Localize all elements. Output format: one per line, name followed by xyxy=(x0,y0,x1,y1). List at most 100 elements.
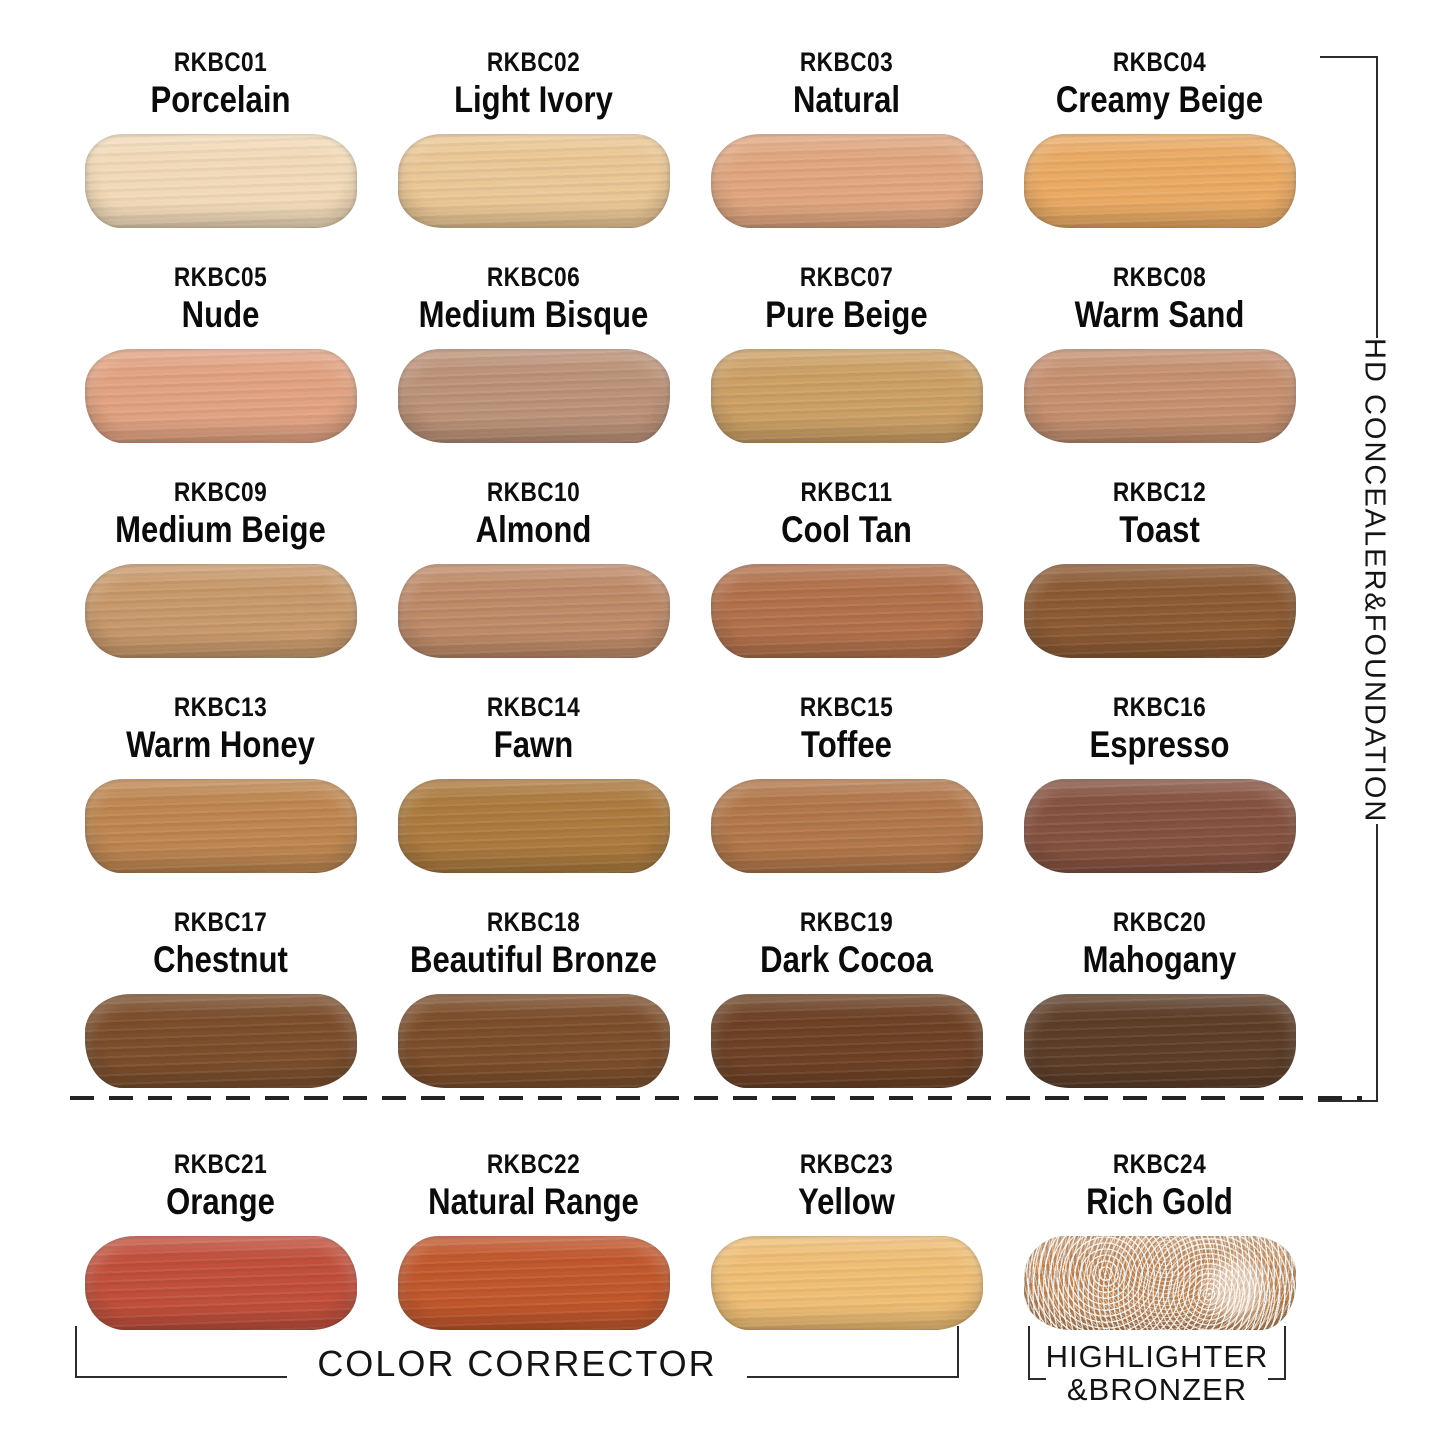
shade-swatch xyxy=(84,994,357,1088)
shade-code: RKBC24 xyxy=(1112,1149,1207,1179)
shade-cell: RKBC07 Pure Beige xyxy=(690,261,1003,476)
shade-cell: RKBC14 Fawn xyxy=(377,691,690,906)
shade-code: RKBC20 xyxy=(1112,907,1207,937)
color-corrector-bracket: COLOR CORRECTOR xyxy=(75,1326,959,1382)
shade-swatch xyxy=(397,779,670,873)
shade-swatch xyxy=(1023,349,1296,443)
shade-cell: RKBC04 Creamy Beige xyxy=(1003,46,1316,261)
corner-bracket-left xyxy=(1028,1326,1046,1380)
shade-code: RKBC09 xyxy=(173,477,268,507)
bracket-line-right xyxy=(746,1376,957,1378)
shade-cell: RKBC01 Porcelain xyxy=(64,46,377,261)
shade-code: RKBC16 xyxy=(1112,692,1207,722)
concealer-foundation-grid: RKBC01 Porcelain RKBC02 Light Ivory RKBC… xyxy=(64,46,1316,1121)
shade-swatch xyxy=(397,1236,670,1330)
shade-cell: RKBC21 Orange xyxy=(64,1148,377,1330)
shade-name: Pure Beige xyxy=(765,294,928,335)
bracket-tick-right xyxy=(957,1326,959,1378)
shade-name: Rich Gold xyxy=(1086,1181,1233,1222)
right-bracket-lower-line xyxy=(1376,824,1378,1102)
shade-swatch xyxy=(397,134,670,228)
shade-cell: RKBC09 Medium Beige xyxy=(64,476,377,691)
shade-cell: RKBC03 Natural xyxy=(690,46,1003,261)
shade-swatch xyxy=(84,1236,357,1330)
right-bracket-upper-line xyxy=(1376,56,1378,338)
shade-code: RKBC04 xyxy=(1112,47,1207,77)
shade-cell: RKBC05 Nude xyxy=(64,261,377,476)
shade-swatch xyxy=(710,564,983,658)
shade-name: Almond xyxy=(475,509,592,550)
shade-swatch xyxy=(1023,564,1296,658)
shade-swatch xyxy=(1023,779,1296,873)
section-label-color-corrector: COLOR CORRECTOR xyxy=(317,1343,717,1384)
shade-cell: RKBC23 Yellow xyxy=(690,1148,1003,1330)
shade-name: Natural Range xyxy=(428,1181,639,1222)
shade-code: RKBC13 xyxy=(173,692,268,722)
shade-cell: RKBC11 Cool Tan xyxy=(690,476,1003,691)
shade-name: Medium Bisque xyxy=(418,294,649,335)
shade-swatch xyxy=(710,1236,983,1330)
shade-cell: RKBC20 Mahogany xyxy=(1003,906,1316,1121)
right-bracket-bottom-line xyxy=(1318,1100,1378,1102)
shade-swatch xyxy=(397,349,670,443)
shade-name: Espresso xyxy=(1089,724,1230,765)
shade-cell: RKBC08 Warm Sand xyxy=(1003,261,1316,476)
shade-code: RKBC05 xyxy=(173,262,268,292)
shade-swatch xyxy=(710,994,983,1088)
shade-code: RKBC21 xyxy=(173,1149,268,1179)
shade-code: RKBC15 xyxy=(799,692,894,722)
shade-name: Light Ivory xyxy=(454,79,613,120)
shade-code: RKBC17 xyxy=(173,907,268,937)
shade-code: RKBC18 xyxy=(486,907,581,937)
shade-name: Orange xyxy=(166,1181,275,1222)
dashed-divider xyxy=(70,1096,1362,1100)
shade-name: Porcelain xyxy=(150,79,291,120)
shade-name: Chestnut xyxy=(153,939,288,980)
shade-code: RKBC12 xyxy=(1112,477,1207,507)
shade-name: Warm Honey xyxy=(126,724,315,765)
shade-name: Mahogany xyxy=(1082,939,1237,980)
highlighter-bronzer-bracket: HIGHLIGHTER &BRONZER xyxy=(1028,1326,1286,1418)
shade-swatch xyxy=(84,349,357,443)
shade-swatch xyxy=(1023,134,1296,228)
shade-swatch xyxy=(710,349,983,443)
shade-swatch xyxy=(397,994,670,1088)
shade-code: RKBC07 xyxy=(799,262,894,292)
shade-name: Yellow xyxy=(798,1181,895,1222)
bracket-line-left xyxy=(77,1376,288,1378)
shade-name: Nude xyxy=(181,294,260,335)
shade-code: RKBC14 xyxy=(486,692,581,722)
shade-cell: RKBC15 Toffee xyxy=(690,691,1003,906)
section-label-bronzer: &BRONZER xyxy=(1066,1372,1248,1407)
shade-code: RKBC19 xyxy=(799,907,894,937)
bracket-tick-left xyxy=(75,1326,77,1378)
shade-code: RKBC11 xyxy=(800,477,893,507)
shade-name: Natural xyxy=(792,79,901,120)
shade-cell: RKBC06 Medium Bisque xyxy=(377,261,690,476)
shade-code: RKBC03 xyxy=(799,47,894,77)
shade-code: RKBC10 xyxy=(486,477,581,507)
section-label-hd-concealer-foundation: HD CONCEALER&FOUNDATION xyxy=(1358,338,1391,824)
shade-swatch xyxy=(710,779,983,873)
shade-swatch xyxy=(84,564,357,658)
section-label-highlighter: HIGHLIGHTER xyxy=(1045,1339,1269,1374)
shade-cell: RKBC10 Almond xyxy=(377,476,690,691)
shade-cell: RKBC13 Warm Honey xyxy=(64,691,377,906)
shade-swatch xyxy=(710,134,983,228)
shade-name: Toffee xyxy=(801,724,892,765)
shade-cell: RKBC24 Rich Gold xyxy=(1003,1148,1316,1330)
shade-swatch xyxy=(84,779,357,873)
shade-cell: RKBC02 Light Ivory xyxy=(377,46,690,261)
shade-cell: RKBC17 Chestnut xyxy=(64,906,377,1121)
shade-name: Creamy Beige xyxy=(1055,79,1264,120)
shade-code: RKBC02 xyxy=(486,47,581,77)
corner-bracket-right xyxy=(1268,1326,1286,1380)
shade-cell: RKBC19 Dark Cocoa xyxy=(690,906,1003,1121)
corrector-highlighter-grid: RKBC21 Orange RKBC22 Natural Range RKBC2… xyxy=(64,1148,1316,1330)
shade-name: Medium Beige xyxy=(115,509,326,550)
shade-code: RKBC22 xyxy=(486,1149,581,1179)
shade-name: Cool Tan xyxy=(781,509,912,550)
shade-code: RKBC08 xyxy=(1112,262,1207,292)
right-bracket-top-line xyxy=(1320,56,1378,58)
